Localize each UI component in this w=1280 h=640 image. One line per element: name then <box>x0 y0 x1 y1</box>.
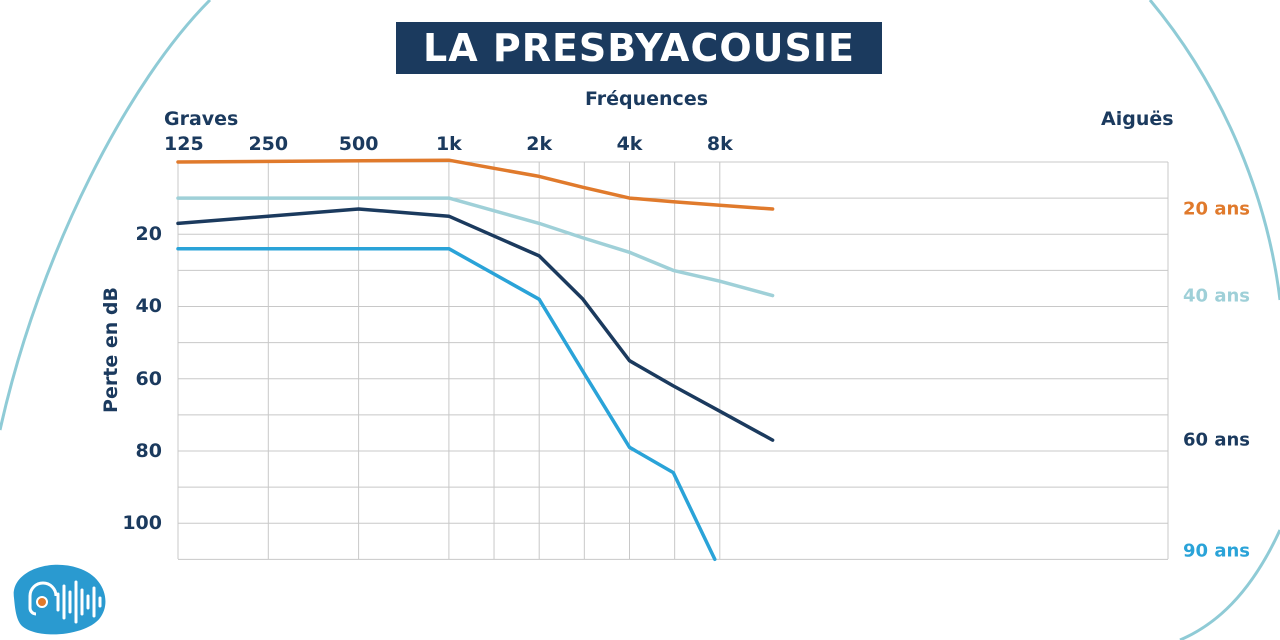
x-tick-label: 8k <box>706 133 733 155</box>
x-axis-title: Fréquences <box>585 88 709 110</box>
y-tick-label: 20 <box>135 223 162 246</box>
ear-soundwave-logo-icon <box>13 564 106 635</box>
series-label: 60 ans <box>1183 429 1250 451</box>
x-tick-label: 125 <box>164 133 204 155</box>
series-line-20-ans <box>176 158 775 211</box>
chart-title: LA PRESBYACOUSIE <box>423 26 855 70</box>
series-line-90-ans <box>176 246 717 562</box>
x-side-label-right: Aiguës <box>1101 108 1174 130</box>
x-tick-label: 250 <box>248 133 289 155</box>
series-label: 40 ans <box>1183 285 1250 307</box>
chart-series <box>176 158 775 562</box>
series-label: 20 ans <box>1183 198 1250 220</box>
y-axis-title: Perte en dB <box>100 287 122 413</box>
series-line-60-ans <box>176 207 775 442</box>
chart-grid <box>177 161 1169 560</box>
x-tick-label: 1k <box>435 133 462 155</box>
y-tick-label: 100 <box>122 512 162 535</box>
swoosh-left <box>0 0 212 431</box>
swoosh-right-top <box>1148 0 1280 301</box>
x-tick-label: 4k <box>616 133 643 155</box>
series-line-40-ans <box>176 196 775 298</box>
x-side-label-left: Graves <box>164 108 239 130</box>
series-label: 90 ans <box>1183 540 1250 562</box>
x-tick-label: 2k <box>526 133 553 155</box>
x-tick-label: 500 <box>338 133 379 155</box>
swoosh-right-bottom <box>1179 529 1280 640</box>
title-banner: LA PRESBYACOUSIE <box>396 22 882 74</box>
y-tick-label: 80 <box>135 439 162 462</box>
y-tick-label: 60 <box>135 367 162 390</box>
y-tick-label: 40 <box>135 295 162 318</box>
